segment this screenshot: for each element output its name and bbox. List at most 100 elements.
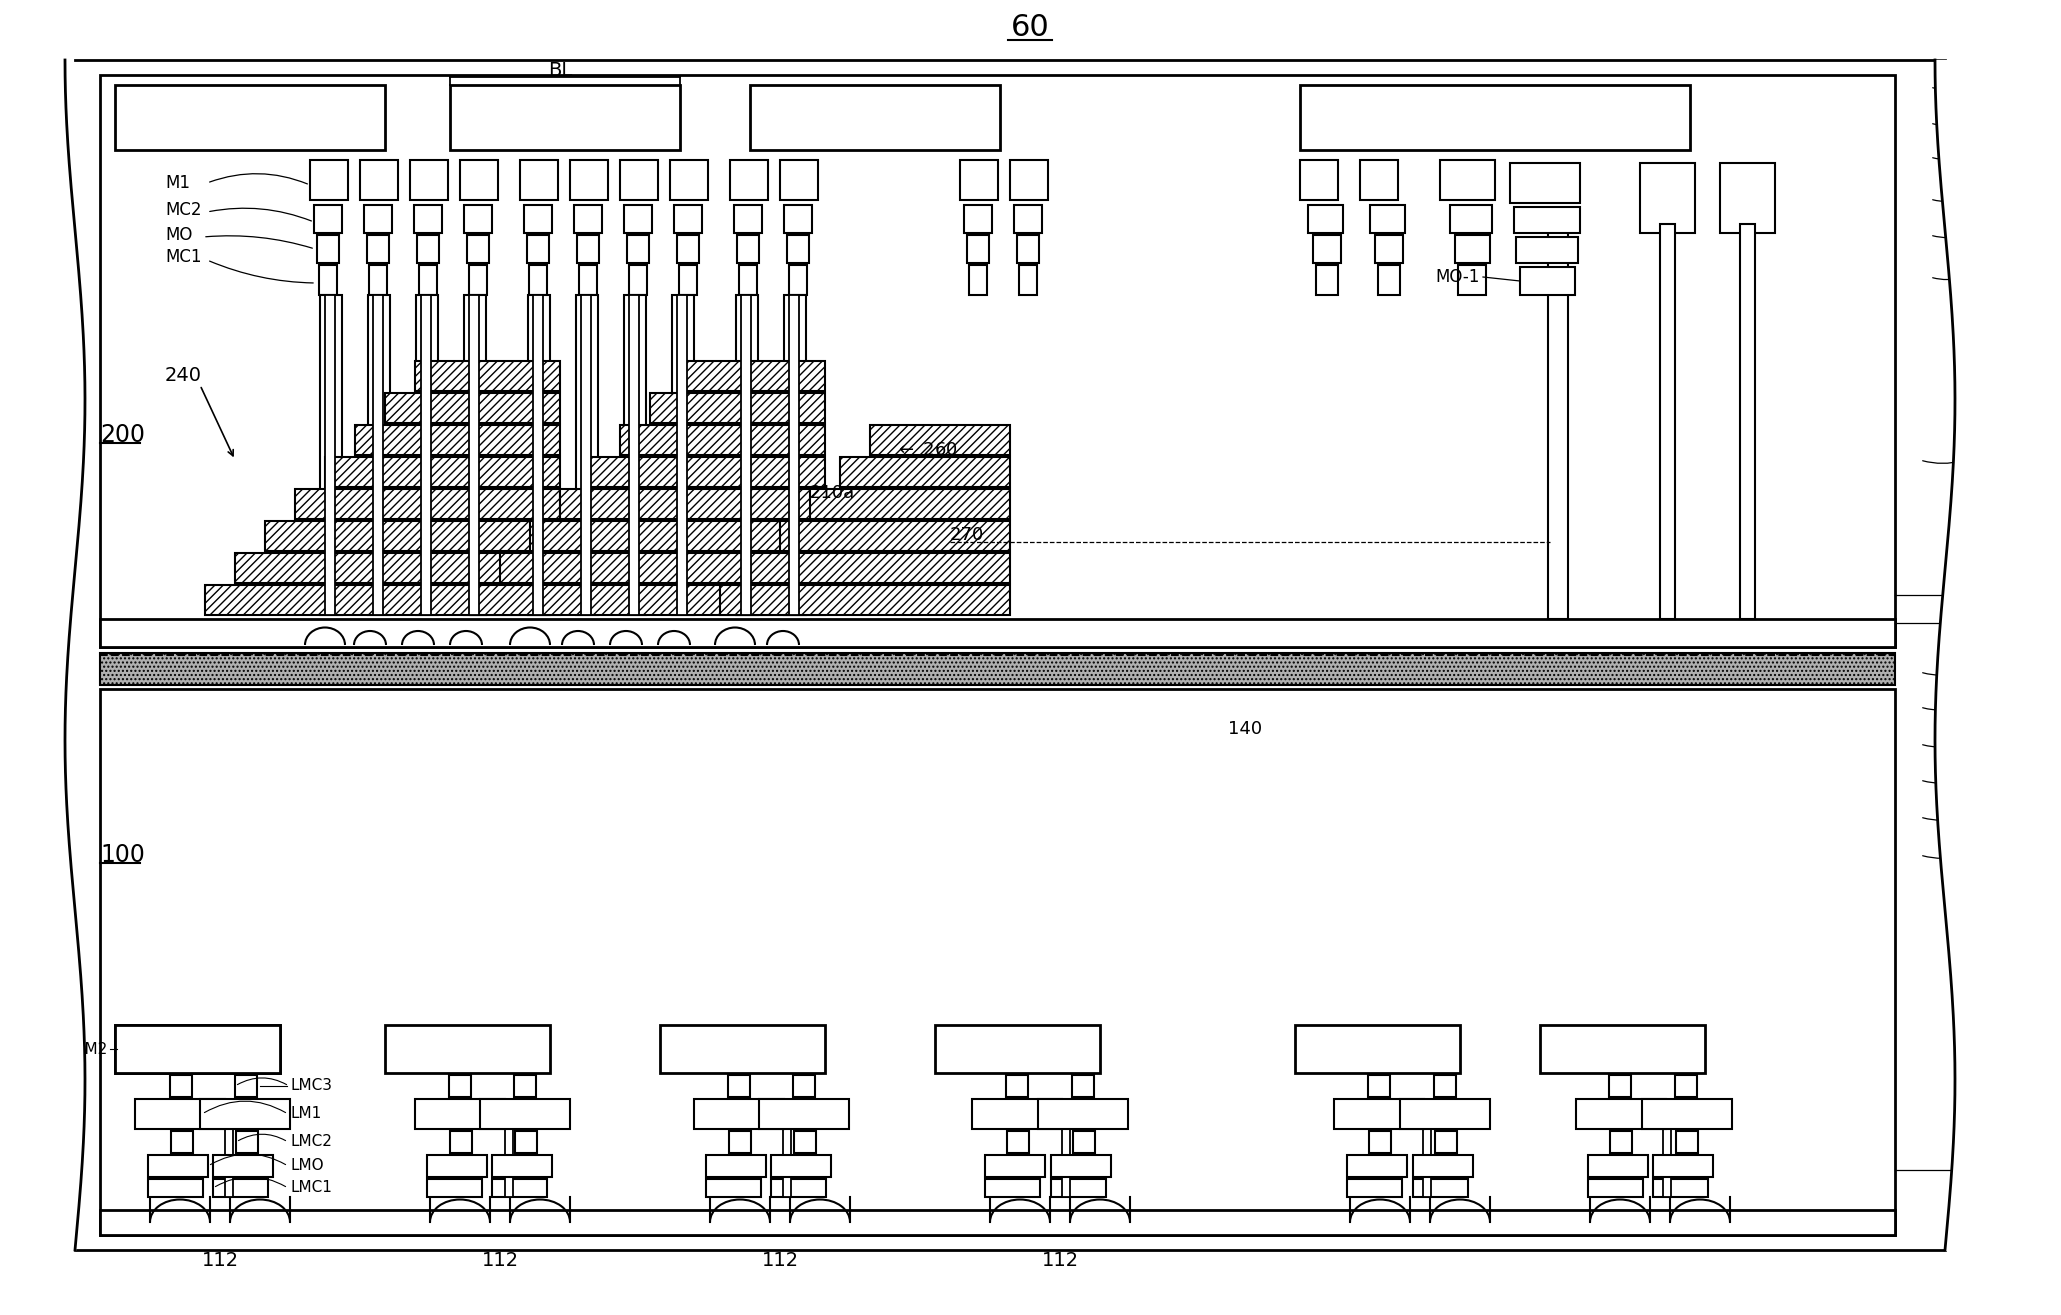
Bar: [295, 489, 561, 519]
Bar: [1515, 206, 1581, 233]
Bar: [783, 205, 812, 233]
Bar: [841, 458, 1010, 487]
Bar: [575, 205, 602, 233]
Bar: [1072, 1074, 1094, 1097]
Bar: [1300, 85, 1690, 150]
Bar: [101, 619, 1894, 647]
Bar: [365, 205, 392, 233]
Bar: [783, 295, 806, 615]
Bar: [787, 235, 810, 263]
Text: LM2: LM2: [1970, 663, 2007, 681]
Bar: [670, 160, 709, 200]
Bar: [620, 160, 657, 200]
Text: LM1: LM1: [291, 1106, 322, 1122]
Bar: [575, 295, 598, 615]
Bar: [373, 295, 383, 615]
Bar: [1517, 237, 1579, 263]
Bar: [730, 160, 769, 200]
Bar: [1051, 1180, 1107, 1197]
Text: VA: VA: [1970, 114, 1993, 132]
Text: $\leftarrow$ 260: $\leftarrow$ 260: [894, 441, 958, 459]
Bar: [470, 295, 478, 615]
Bar: [1051, 1155, 1111, 1177]
Bar: [427, 1180, 482, 1197]
Bar: [1663, 1130, 1671, 1197]
Bar: [493, 1155, 552, 1177]
Bar: [1317, 266, 1338, 295]
Bar: [579, 266, 598, 295]
Bar: [1455, 235, 1490, 263]
Bar: [534, 295, 542, 615]
Bar: [750, 554, 1010, 583]
Bar: [581, 295, 592, 615]
Bar: [212, 1155, 272, 1177]
Bar: [1641, 163, 1694, 233]
Bar: [742, 295, 750, 615]
Bar: [1434, 1074, 1455, 1097]
Bar: [414, 205, 441, 233]
Text: 112: 112: [482, 1251, 519, 1269]
Text: 220: 220: [1983, 189, 2024, 210]
Bar: [1313, 235, 1342, 263]
Bar: [115, 1024, 280, 1073]
Bar: [385, 1024, 550, 1073]
Bar: [528, 295, 550, 615]
Bar: [810, 489, 1010, 519]
Text: LMO: LMO: [1970, 807, 2009, 826]
Bar: [793, 1074, 814, 1097]
Text: 240: 240: [165, 366, 202, 384]
Bar: [789, 295, 800, 615]
Bar: [235, 1074, 258, 1097]
Bar: [676, 295, 686, 615]
Bar: [678, 266, 697, 295]
Bar: [1294, 1024, 1459, 1073]
Text: 120: 120: [1983, 764, 2024, 784]
Text: 140: 140: [1228, 721, 1261, 738]
Bar: [680, 362, 824, 391]
Bar: [738, 235, 758, 263]
Bar: [101, 689, 1894, 1235]
Bar: [171, 1131, 194, 1153]
Text: 112: 112: [761, 1251, 798, 1269]
Bar: [326, 458, 561, 487]
Bar: [369, 295, 390, 615]
Bar: [973, 1099, 1061, 1130]
Bar: [427, 1155, 486, 1177]
Bar: [1451, 205, 1492, 233]
Bar: [1016, 235, 1039, 263]
Bar: [571, 160, 608, 200]
Bar: [470, 266, 486, 295]
Bar: [1610, 1074, 1630, 1097]
Bar: [204, 585, 561, 615]
Bar: [672, 295, 695, 615]
Bar: [235, 554, 561, 583]
Bar: [674, 205, 703, 233]
Bar: [200, 1099, 291, 1130]
Bar: [449, 1131, 472, 1153]
Bar: [385, 393, 561, 423]
Bar: [707, 1180, 761, 1197]
Bar: [319, 266, 338, 295]
Bar: [1018, 266, 1037, 295]
Bar: [1422, 1130, 1430, 1197]
Bar: [480, 1099, 571, 1130]
Bar: [783, 1130, 791, 1197]
Bar: [660, 1024, 824, 1073]
Bar: [530, 266, 546, 295]
Bar: [793, 1131, 816, 1153]
Text: 110: 110: [1970, 1161, 2003, 1180]
Bar: [985, 1155, 1045, 1177]
Bar: [707, 1155, 767, 1177]
Bar: [1010, 160, 1047, 200]
Text: 230: 230: [1970, 586, 2003, 604]
Bar: [519, 160, 559, 200]
Bar: [354, 425, 561, 455]
Text: MC1: MC1: [1970, 268, 2009, 285]
Bar: [624, 295, 645, 615]
Text: 112: 112: [202, 1251, 239, 1269]
Bar: [1676, 1074, 1696, 1097]
Bar: [313, 205, 342, 233]
Text: LM2: LM2: [76, 1041, 107, 1056]
Bar: [1348, 1180, 1401, 1197]
Bar: [1511, 163, 1581, 203]
